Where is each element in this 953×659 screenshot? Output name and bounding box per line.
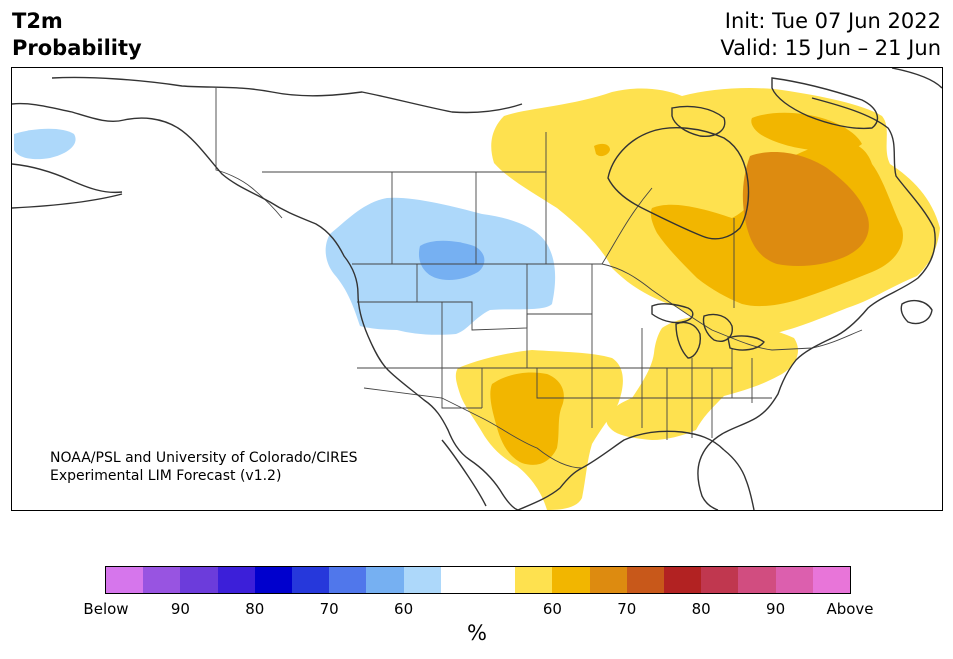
colorbar-segment <box>366 567 404 593</box>
colorbar-tick-label: 90 <box>170 600 190 618</box>
colorbar-segment <box>626 567 665 593</box>
colorbar-segment <box>217 567 255 593</box>
colorbar-tick-label: 70 <box>617 600 637 618</box>
colorbar-segment <box>143 567 181 593</box>
us-mexico-border <box>363 387 583 469</box>
gulf-coast <box>581 430 725 469</box>
map-title: T2m Probability <box>12 8 142 62</box>
init-date: Init: Tue 07 Jun 2022 <box>724 9 941 33</box>
colorbar-tick-label: Below <box>83 600 129 618</box>
political-borders <box>215 88 863 469</box>
west-coast <box>12 102 519 510</box>
colorbar-tick-label: 70 <box>319 600 339 618</box>
colorbar-tick-label: 60 <box>542 600 562 618</box>
colorbar-segment <box>180 567 218 593</box>
above-65-texas <box>490 372 564 465</box>
colorbar-segment <box>515 567 553 593</box>
colorbar-segment <box>440 567 479 593</box>
colorbar-segment <box>775 567 813 593</box>
below-60-alaska <box>14 128 76 160</box>
credit-line-2: Experimental LIM Forecast (v1.2) <box>50 468 282 484</box>
canada-us-border <box>352 263 863 351</box>
colorbar-segment <box>478 567 516 593</box>
colorbar-tick-label: Above <box>826 600 874 618</box>
above-70-quebec <box>742 152 869 266</box>
east-coast <box>697 97 936 510</box>
map-canvas <box>12 68 942 510</box>
colorbar-segment <box>552 567 590 593</box>
hudson-bay <box>607 127 750 240</box>
colorbar-segment <box>292 567 330 593</box>
probability-shading <box>14 88 940 510</box>
colorbar-tick-label: 90 <box>766 600 786 618</box>
great-lakes <box>651 303 694 324</box>
above-60-east-us <box>606 316 798 440</box>
credit-line-1: NOAA/PSL and University of Colorado/CIRE… <box>50 450 358 466</box>
colorbar-segment <box>403 567 441 593</box>
colorbar-segment <box>664 567 702 593</box>
colorbar-segment <box>329 567 367 593</box>
arctic-coast <box>51 76 523 114</box>
colorbar-tick-label: 60 <box>394 600 414 618</box>
below-70-core <box>418 240 485 280</box>
colorbar <box>105 566 851 594</box>
colorbar-segment <box>738 567 776 593</box>
colorbar-unit: % <box>467 621 487 645</box>
colorbar-segment <box>254 567 293 593</box>
above-65-small <box>594 143 610 157</box>
colorbar-segment <box>812 567 851 593</box>
above-65-baffin <box>751 112 862 152</box>
map-credit: NOAA/PSL and University of Colorado/CIRE… <box>50 449 358 485</box>
colorbar-tick-label: 80 <box>245 600 265 618</box>
valid-range: Valid: 15 Jun – 21 Jun <box>720 36 941 60</box>
colorbar-tick-label: 80 <box>691 600 711 618</box>
coastlines <box>12 68 942 510</box>
colorbar-segment <box>589 567 627 593</box>
title-line-2: Probability <box>12 36 142 60</box>
map-panel: NOAA/PSL and University of Colorado/CIRE… <box>11 67 943 511</box>
colorbar-segment <box>106 567 144 593</box>
colorbar-segment <box>701 567 739 593</box>
forecast-dates: Init: Tue 07 Jun 2022 Valid: 15 Jun – 21… <box>720 8 941 62</box>
title-line-1: T2m <box>12 9 63 33</box>
alaska-border <box>215 88 283 219</box>
